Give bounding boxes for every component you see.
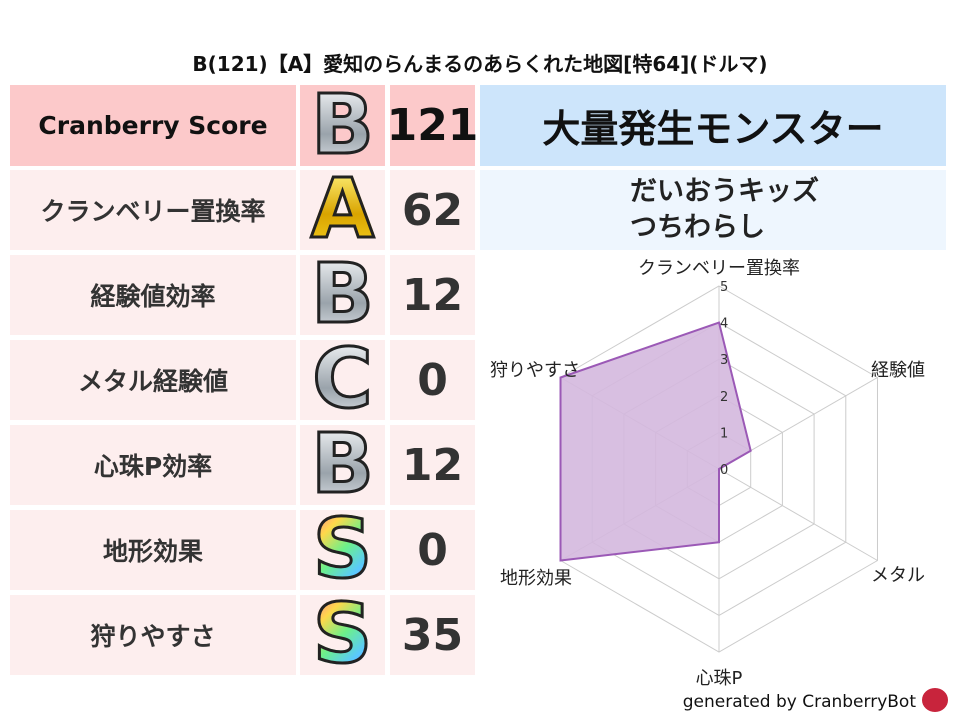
grade-badge: A [300,162,385,257]
monster-list: だいおうキッズ つちわらし [480,170,946,250]
metric-label: クランベリー置換率 [10,170,296,250]
grade-letter: C [311,332,374,427]
grade-badge: B [300,77,385,173]
metric-label: 狩りやすさ [10,595,296,675]
grade-letter: B [310,417,375,512]
tick-label: 5 [720,280,728,295]
metric-label: 地形効果 [10,510,296,590]
axis-label: 経験値 [871,360,925,381]
tick-label: 1 [720,426,728,441]
axis-label: 狩りやすさ [490,360,580,381]
grade-badge: S [300,502,385,597]
grade-badge: C [300,332,385,427]
grade-letter: A [309,162,375,257]
tick-label: 3 [720,353,728,368]
metric-label: 心珠P効率 [10,425,296,505]
grade-letter: B [310,77,375,173]
grade-letter: S [311,587,373,682]
metric-value: 0 [390,340,475,420]
metric-value: 35 [390,595,475,675]
axis-label: 心珠P [696,668,743,689]
map-title: B(121)【A】愛知のらんまるのあらくれた地図[特64](ドルマ) [192,52,768,76]
monster-name: つちわらし [630,212,765,243]
data-area [559,321,752,562]
metric-value: 62 [390,170,475,250]
axis-line [718,468,878,561]
metric-label: Cranberry Score [10,85,296,166]
grade-badge: S [300,587,385,682]
metric-value: 121 [387,85,478,166]
footer-credit: generated by CranberryBot [682,692,916,712]
grade-letter: S [311,502,373,597]
cranberry-logo-icon [922,688,948,712]
tick-label: 4 [720,317,728,332]
metric-label: メタル経験値 [10,340,296,420]
metric-value: 0 [390,510,475,590]
tick-label: 0 [720,463,728,478]
grade-letter: B [310,247,375,342]
tick-label: 2 [720,390,728,405]
grade-badge: B [300,247,385,342]
metric-label: 経験値効率 [10,255,296,335]
grade-badge: B [300,417,385,512]
monster-header: 大量発生モンスター [480,85,946,166]
axis-label: 地形効果 [500,568,572,589]
axis-label: クランベリー置換率 [638,258,800,279]
monster-name: だいおうキッズ [630,176,819,207]
axis-label: メタル [871,565,925,586]
metric-value: 12 [390,425,475,505]
metric-value: 12 [390,255,475,335]
